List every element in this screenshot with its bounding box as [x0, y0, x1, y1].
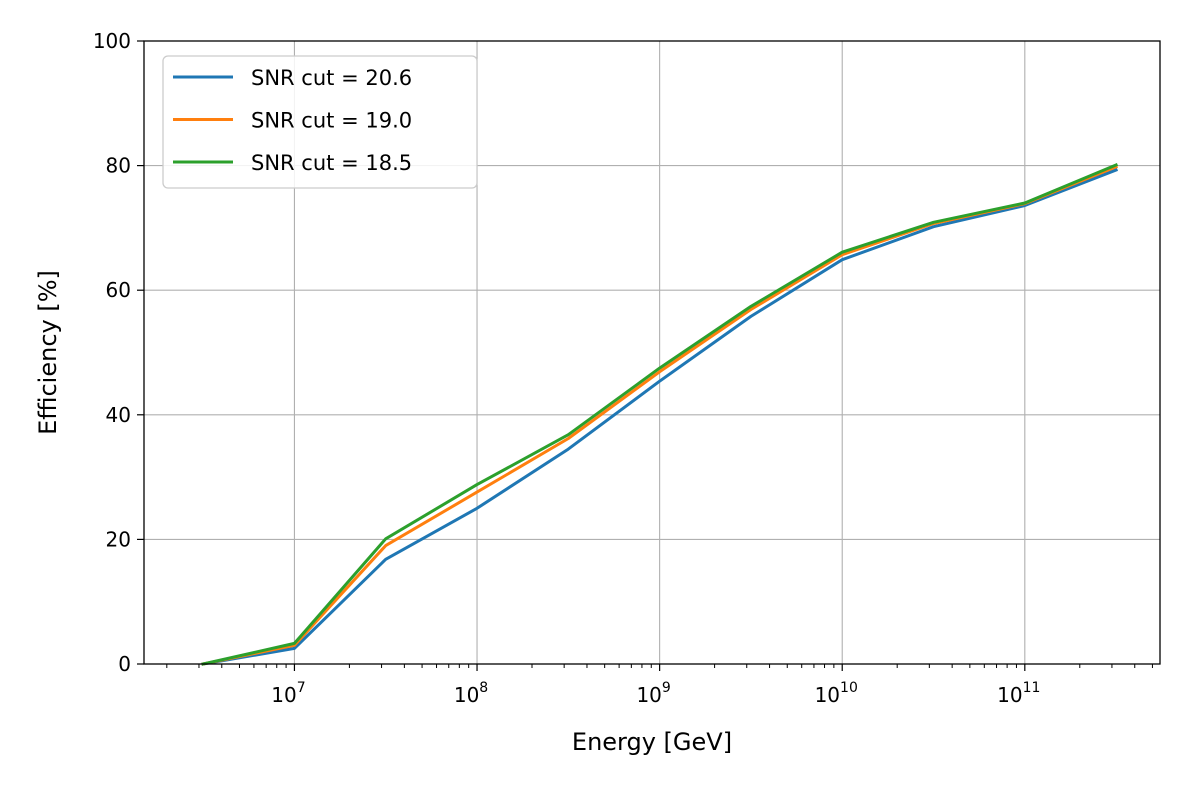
legend-label: SNR cut = 19.0 [251, 109, 412, 133]
x-tick-label: 1011 [997, 680, 1040, 707]
y-tick-label: 20 [106, 527, 131, 551]
x-tick-label-exponent: 11 [1023, 680, 1041, 696]
x-tick-label-exponent: 9 [662, 680, 671, 696]
series-line [201, 168, 1119, 666]
y-axis-title: Efficiency [%] [34, 270, 62, 435]
axis-ticks [137, 40, 1153, 671]
y-tick-label: 0 [118, 652, 131, 676]
legend: SNR cut = 20.6 SNR cut = 19.0 SNR cut = 18… [162, 55, 478, 189]
plot-frame [143, 40, 1161, 665]
x-tick-label: 109 [636, 680, 670, 707]
y-tick-label: 60 [106, 278, 131, 302]
x-tick-label-base: 10 [454, 683, 479, 707]
y-tick-label: 40 [106, 403, 131, 427]
x-tick-label: 1010 [815, 680, 858, 707]
x-axis-title: Energy [GeV] [572, 728, 732, 756]
x-tick-label: 107 [271, 680, 305, 707]
x-tick-label-base: 10 [636, 683, 661, 707]
series-lines [201, 163, 1119, 666]
x-tick-label-base: 10 [815, 683, 840, 707]
x-tick-label: 108 [454, 680, 488, 707]
x-tick-label-exponent: 10 [840, 680, 858, 696]
y-tick-label: 100 [93, 29, 131, 53]
x-tick-label-base: 10 [271, 683, 296, 707]
y-tick-label: 80 [106, 154, 131, 178]
x-tick-label-exponent: 8 [479, 680, 488, 696]
x-tick-label-exponent: 7 [297, 680, 306, 696]
legend-label: SNR cut = 20.6 [251, 66, 412, 90]
legend-label: SNR cut = 18.5 [251, 151, 412, 175]
legend-box [162, 55, 478, 189]
series-line [201, 163, 1119, 666]
x-tick-label-base: 10 [997, 683, 1022, 707]
